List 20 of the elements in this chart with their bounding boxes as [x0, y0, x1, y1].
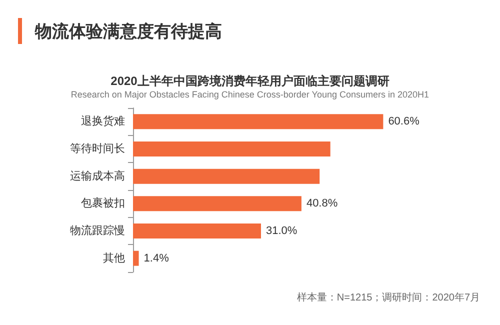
bar — [133, 196, 302, 212]
chart-subtitle: 2020上半年中国跨境消费年轻用户面临主要问题调研 — [110, 74, 390, 88]
bar — [133, 168, 320, 184]
y-tick-label: 包裹被扣 — [81, 196, 125, 210]
y-tick-label: 等待时间长 — [70, 142, 125, 155]
y-tick-label: 其他 — [103, 251, 125, 264]
text: 样本量：N=1215；调研时间：2020年7月 — [296, 292, 480, 304]
bar — [133, 250, 139, 266]
y-tick-label: 退换货难 — [81, 114, 125, 128]
text: Research on Major Obstacles Facing Chinese Cross-border Young Consumers in 2020H1 — [70, 90, 430, 100]
data-label: 40.8% — [306, 198, 338, 210]
bar — [133, 114, 384, 130]
y-tick-label: 运输成本高 — [70, 169, 125, 182]
data-label: 60.6% — [388, 116, 420, 128]
data-label: 1.4% — [144, 252, 170, 264]
data-label: 31.0% — [266, 225, 298, 237]
bar — [133, 224, 261, 238]
bar — [133, 142, 330, 156]
y-tick-label: 物流跟踪慢 — [70, 224, 125, 237]
chart-title: 物流体验满意度有待提高 — [34, 22, 222, 41]
